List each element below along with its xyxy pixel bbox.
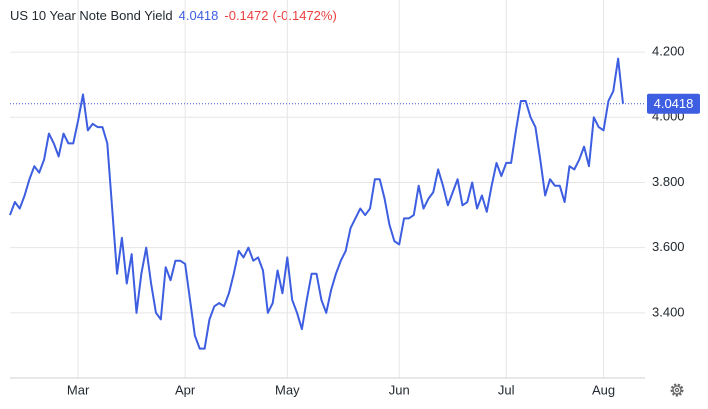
line-series [9, 57, 624, 350]
x-tick-label: May [275, 382, 300, 397]
grid [10, 0, 645, 378]
y-tick-label: 3.400 [652, 304, 685, 319]
gear-teeth [670, 383, 684, 397]
y-tick-label: 4.200 [652, 44, 685, 59]
gear-body [672, 385, 682, 395]
chart-title: US 10 Year Note Bond Yield 4.0418 -0.1472 (… [10, 8, 337, 23]
change: -0.1472 [224, 8, 268, 23]
gear-hole [674, 387, 680, 393]
last-price: 4.0418 [179, 8, 219, 23]
x-tick-label: Aug [592, 382, 615, 397]
y-tick-label: 3.600 [652, 239, 685, 254]
title: US 10 Year Note Bond Yield [10, 8, 173, 23]
change-percent: (-0.1472%) [272, 8, 336, 23]
x-tick-label: Jul [498, 382, 515, 397]
price-label: 4.0418 [654, 96, 694, 111]
x-tick-label: Mar [67, 382, 90, 397]
price-box [647, 93, 700, 114]
x-tick-label: Apr [175, 382, 196, 397]
y-tick-label: 3.800 [652, 174, 685, 189]
settings-icon[interactable] [670, 383, 684, 397]
x-tick-label: Jun [389, 382, 410, 397]
